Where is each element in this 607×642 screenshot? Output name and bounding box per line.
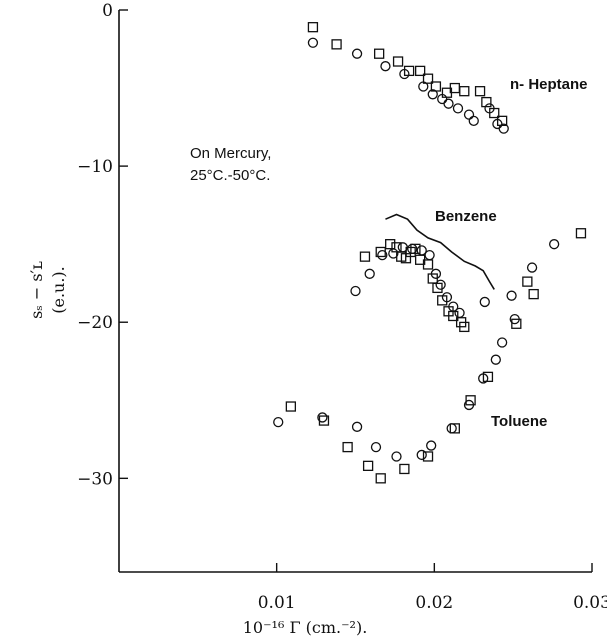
benzene-toluene-square-point <box>285 401 297 412</box>
benzene-toluene-square-point <box>528 288 539 300</box>
n-heptane-circle-point <box>468 115 479 126</box>
benzene-toluene-square-point <box>522 276 533 287</box>
benzene-toluene-circle-point <box>364 268 375 279</box>
benzene-toluene-circle-point <box>496 337 508 348</box>
n-heptane-square-point <box>373 48 385 59</box>
benzene-toluene-circle-point <box>397 242 408 253</box>
benzene-toluene-circle-point <box>478 373 489 384</box>
y-axis-title-line1: sₛ − s′ʟ <box>27 261 46 319</box>
benzene-toluene-square-point <box>385 239 396 250</box>
y-ticks: 0 −10 −20 −30 <box>77 1 128 489</box>
y-axis-title: sₛ − s′ʟ (e.u.). <box>27 261 68 319</box>
benzene-toluene-circle-point <box>490 354 501 365</box>
y-axis: 0 −10 −20 −30 <box>77 1 128 572</box>
benzene-toluene-circle-point <box>424 249 435 261</box>
benzene-toluene-square-point <box>399 463 410 475</box>
n-heptane-square-point <box>307 22 319 33</box>
benzene-toluene-circle-point <box>506 290 517 301</box>
x-axis: 0.01 0.02 0.03 <box>119 563 607 613</box>
benzene-toluene-circle-point <box>549 239 560 250</box>
benzene-toluene-circle-point <box>350 285 361 297</box>
n-heptane-circle-point <box>498 123 509 134</box>
benzene-toluene-circle-point <box>370 441 382 453</box>
benzene-toluene-circle-point <box>435 279 446 290</box>
n-heptane-square-point <box>474 86 486 97</box>
benzene-toluene-square-point <box>432 282 443 294</box>
n-heptane-circle-point <box>351 48 363 59</box>
benzene-toluene-square-point <box>375 473 386 484</box>
benzene-toluene-circle-point <box>377 249 388 261</box>
x-tick-label: 0.02 <box>415 593 453 613</box>
benzene-toluene-circle-point <box>426 440 437 451</box>
benzene-toluene-circle-point <box>526 262 538 273</box>
benzene-toluene-circle-point <box>430 268 442 279</box>
n-heptane-square-point <box>331 39 342 50</box>
n-heptane-circle-point <box>399 68 410 80</box>
y-tick-label: −30 <box>77 469 113 489</box>
benzene-toluene-square-point <box>410 243 421 255</box>
conditions-label-line2: 25°C.-50°C. <box>190 167 270 184</box>
benzene-toluene-square-point <box>422 451 434 462</box>
benzene-label: Benzene <box>435 208 497 225</box>
benzene-toluene-circle-point <box>454 307 465 319</box>
y-axis-title-line2: (e.u.). <box>49 266 68 314</box>
benzene-toluene-circle-point <box>463 399 475 411</box>
benzene-toluene-square-point <box>359 251 371 262</box>
x-axis-title: 10⁻¹⁶ Γ (cm.⁻²). <box>243 618 368 637</box>
heptane-label: n- Heptane <box>510 76 588 93</box>
benzene-curve <box>385 213 495 290</box>
benzene-toluene-square-point <box>342 441 353 453</box>
data-points <box>273 22 587 484</box>
benzene-toluene-square-point <box>465 395 476 406</box>
benzene-toluene-circle-point <box>509 313 520 325</box>
benzene-toluene-circle-point <box>441 292 453 303</box>
x-ticks: 0.01 0.02 0.03 <box>258 563 607 613</box>
benzene-toluene-circle-point <box>446 423 457 434</box>
n-heptane-square-point <box>414 65 426 77</box>
benzene-toluene-circle-point <box>351 421 363 432</box>
x-tick-label: 0.03 <box>573 593 607 613</box>
y-tick-label: −20 <box>77 313 113 333</box>
toluene-label: Toluene <box>491 413 547 430</box>
y-tick-label: 0 <box>102 1 113 21</box>
benzene-toluene-square-point <box>449 423 460 434</box>
benzene-toluene-square-point <box>575 228 587 239</box>
benzene-toluene-circle-point <box>416 245 427 256</box>
benzene-toluene-square-point <box>459 321 470 333</box>
n-heptane-square-point <box>392 56 404 67</box>
benzene-toluene-square-point <box>482 371 494 383</box>
n-heptane-circle-point <box>463 109 475 120</box>
benzene-toluene-circle-point <box>273 416 284 428</box>
n-heptane-circle-point <box>452 103 464 114</box>
n-heptane-square-point <box>459 86 470 97</box>
y-tick-label: −10 <box>77 157 113 177</box>
conditions-label-line1: On Mercury, <box>190 145 271 162</box>
n-heptane-circle-point <box>427 89 438 100</box>
benzene-toluene-circle-point <box>407 243 418 255</box>
benzene-toluene-square-point <box>511 318 522 329</box>
benzene-toluene-circle-point <box>448 301 459 312</box>
benzene-toluene-circle-point <box>416 449 427 461</box>
n-heptane-circle-point <box>380 61 391 72</box>
x-tick-label: 0.01 <box>258 593 296 613</box>
benzene-toluene-circle-point <box>317 412 328 423</box>
benzene-toluene-square-point <box>362 460 374 471</box>
n-heptane-square-point <box>481 96 492 108</box>
n-heptane-circle-point <box>484 103 495 114</box>
n-heptane-square-point <box>422 73 434 84</box>
n-heptane-circle-point <box>307 37 319 48</box>
benzene-toluene-circle-point <box>479 296 490 308</box>
benzene-toluene-circle-point <box>388 248 399 259</box>
n-heptane-circle-point <box>443 98 454 109</box>
benzene-toluene-circle-point <box>391 451 402 462</box>
n-heptane-circle-point <box>418 81 429 92</box>
